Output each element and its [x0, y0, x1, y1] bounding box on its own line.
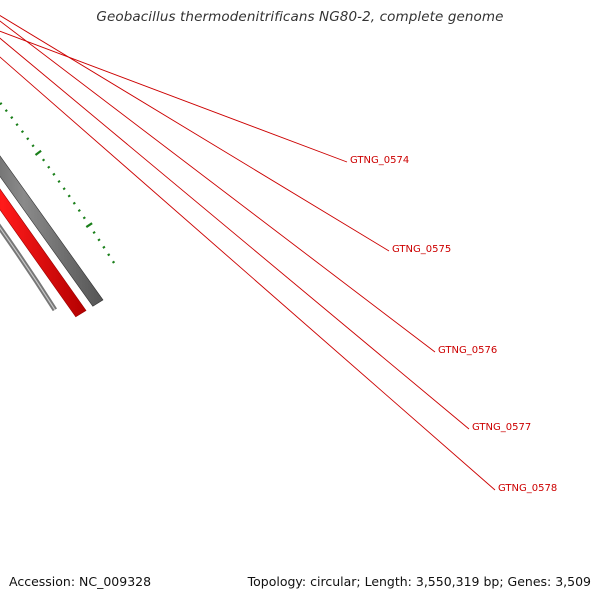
gene-label[interactable]: GTNG_0577 — [472, 422, 531, 433]
scale-minor-tick — [52, 172, 56, 176]
gene-label[interactable]: GTNG_0576 — [438, 345, 497, 356]
scale-minor-tick — [82, 216, 86, 220]
gene-label-leader — [0, 20, 436, 353]
scale-minor-tick — [31, 144, 35, 148]
cds-arrow-forward — [0, 188, 87, 318]
scale-minor-tick — [107, 253, 111, 257]
scale-minor-tick — [77, 209, 81, 213]
scale-minor-tick — [72, 201, 76, 205]
gene-label[interactable]: GTNG_0578 — [498, 483, 557, 494]
gene-label-leader — [0, 15, 390, 252]
scale-minor-tick — [57, 179, 61, 184]
scale-minor-tick — [97, 238, 101, 242]
gene-label-leader — [0, 30, 348, 163]
scale-major-tick — [34, 149, 42, 156]
scale-minor-tick — [0, 102, 3, 106]
scale-minor-tick — [15, 123, 19, 127]
scale-minor-tick — [92, 231, 96, 235]
scale-ticks-layer: 635 kbp636 kbp637 kbp638 kbp639 kbp640 k… — [0, 102, 116, 264]
scale-minor-tick — [67, 194, 71, 198]
scale-minor-tick — [102, 245, 106, 249]
gene-label[interactable]: GTNG_0575 — [392, 244, 451, 255]
scale-minor-tick — [26, 137, 30, 141]
scale-minor-tick — [20, 130, 25, 134]
gene-label-leader — [0, 37, 470, 430]
scale-minor-tick — [62, 187, 66, 191]
genes-layer — [0, 155, 104, 318]
gene-label[interactable]: GTNG_0574 — [350, 155, 409, 166]
scale-major-tick — [85, 222, 93, 229]
gene-bar-dark — [0, 155, 104, 307]
genome-summary-text: Topology: circular; Length: 3,550,319 bp… — [247, 574, 591, 589]
scale-minor-tick — [10, 116, 14, 120]
scale-minor-tick — [111, 260, 116, 264]
scale-minor-tick — [42, 158, 46, 162]
accession-text: Accession: NC_009328 — [9, 574, 152, 589]
map-title: Geobacillus thermodenitrificans NG80-2, … — [96, 9, 504, 25]
scale-minor-tick — [47, 165, 51, 169]
scale-minor-tick — [4, 109, 8, 113]
gene-label-leader — [0, 56, 496, 491]
gene-labels-layer: GTNG_0574 GTNG_0575 GTNG_0576 GTNG_0577 GTNG… — [0, 15, 557, 494]
